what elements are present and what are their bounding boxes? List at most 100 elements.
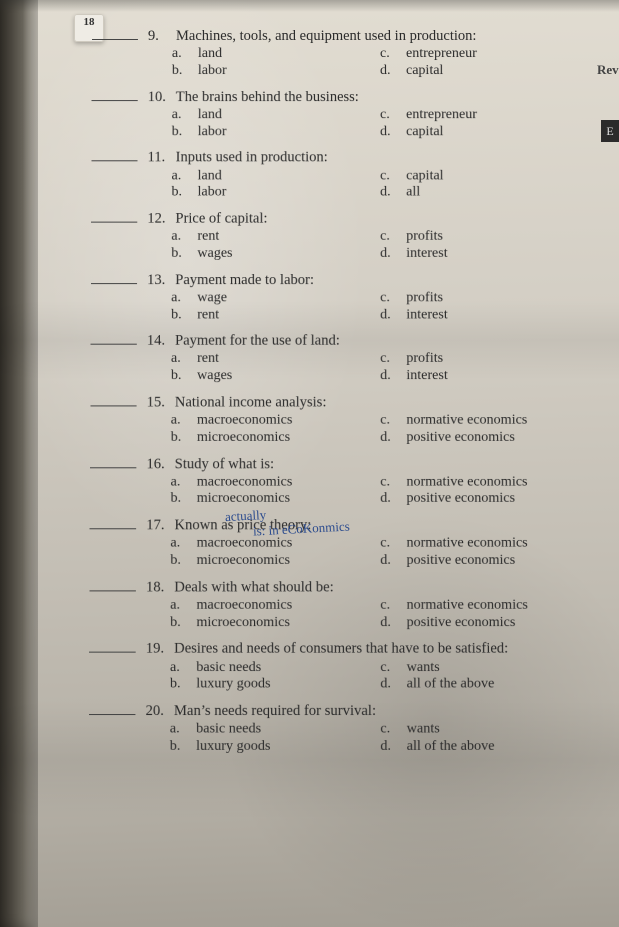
option-c[interactable]: c.profits: [380, 230, 591, 245]
option-letter: c.: [380, 537, 396, 552]
question-number: 16.: [146, 457, 168, 472]
question-number: 18.: [146, 580, 168, 596]
option-a[interactable]: a.wage: [171, 291, 362, 306]
option-text: wants: [407, 660, 440, 675]
binding-shadow: [0, 0, 38, 927]
question-number: 12.: [147, 212, 169, 227]
option-b[interactable]: b.labor: [172, 64, 362, 79]
option-c[interactable]: c.wants: [380, 723, 593, 738]
option-d[interactable]: d.all: [380, 186, 591, 201]
options-grid: a.macroeconomicsc.normative economicsb.m…: [170, 537, 611, 569]
option-letter: b.: [172, 125, 188, 140]
option-b[interactable]: b.rent: [171, 308, 362, 323]
option-a[interactable]: a.macroeconomics: [170, 537, 362, 552]
option-d[interactable]: d.interest: [380, 308, 591, 323]
option-text: wages: [197, 369, 232, 384]
answer-blank[interactable]: [91, 148, 137, 162]
answer-blank[interactable]: [90, 454, 136, 468]
option-b[interactable]: b.microeconomics: [171, 492, 363, 507]
option-text: labor: [198, 125, 227, 140]
answer-blank[interactable]: [89, 639, 136, 653]
option-a[interactable]: a.land: [172, 169, 363, 184]
option-a[interactable]: a.rent: [171, 352, 362, 367]
question-number: 15.: [147, 395, 169, 410]
option-a[interactable]: a.macroeconomics: [171, 414, 362, 429]
option-a[interactable]: a.basic needs: [170, 723, 362, 738]
option-letter: d.: [380, 186, 396, 201]
option-text: normative economics: [406, 475, 527, 490]
option-a[interactable]: a.land: [172, 47, 362, 62]
answer-blank[interactable]: [91, 331, 137, 345]
option-d[interactable]: d.positive economics: [380, 554, 592, 569]
option-text: macroeconomics: [197, 475, 293, 490]
option-text: positive economics: [407, 554, 516, 569]
question: 12. Price of capital: a.rent c.profits b.wag…: [91, 208, 610, 261]
option-text: entrepreneur: [406, 108, 477, 123]
option-text: basic needs: [196, 723, 261, 738]
question-text: Inputs used in production:: [176, 151, 610, 166]
option-d[interactable]: d.capital: [380, 125, 590, 140]
option-c[interactable]: c.entrepreneur: [380, 47, 590, 62]
option-letter: c.: [380, 47, 396, 62]
option-b[interactable]: b.microeconomics: [170, 554, 362, 569]
answer-blank[interactable]: [89, 701, 136, 715]
option-text: macroeconomics: [197, 537, 293, 552]
question-number: 19.: [146, 642, 168, 658]
question-number: 11.: [148, 151, 170, 166]
option-letter: c.: [380, 169, 396, 184]
option-b[interactable]: b.luxury goods: [170, 678, 362, 693]
answer-blank[interactable]: [90, 515, 136, 529]
option-c[interactable]: c.normative economics: [380, 414, 591, 429]
option-text: land: [198, 169, 222, 184]
options-grid: a.land c.entrepreneur b. labor d.capital: [172, 108, 610, 139]
option-c[interactable]: c.normative economics: [380, 537, 592, 552]
top-shadow: [0, 0, 619, 12]
option-c[interactable]: c.normative economics: [380, 599, 592, 614]
option-text: labor: [198, 186, 227, 201]
option-d[interactable]: d.capital: [380, 64, 590, 79]
option-b[interactable]: b.microeconomics: [170, 616, 362, 631]
question-number: 17.: [146, 518, 168, 533]
option-b[interactable]: b. labor: [172, 125, 362, 140]
option-d[interactable]: d.positive economics: [380, 431, 592, 446]
option-letter: d.: [380, 125, 396, 140]
option-d[interactable]: d.all of the above: [380, 678, 592, 693]
question-number: 13.: [147, 273, 169, 288]
option-c[interactable]: c.entrepreneur: [380, 108, 590, 123]
option-d[interactable]: d.positive economics: [380, 492, 592, 507]
option-c[interactable]: c.profits: [380, 291, 591, 306]
option-c[interactable]: c.normative economics: [380, 475, 592, 490]
answer-blank[interactable]: [91, 208, 137, 222]
option-d[interactable]: d.positive economics: [380, 616, 592, 631]
option-b[interactable]: b.wages: [171, 369, 362, 384]
option-c[interactable]: c.wants: [380, 660, 592, 675]
option-text: profits: [406, 230, 443, 245]
options-grid: a.basic needs c.wants b.luxury goods d.all …: [170, 660, 612, 692]
option-d[interactable]: d.interest: [380, 369, 591, 384]
option-b[interactable]: b.microeconomics: [171, 431, 362, 446]
option-text: luxury goods: [196, 740, 270, 755]
option-b[interactable]: b.wages: [171, 247, 362, 262]
option-c[interactable]: c.profits: [380, 352, 591, 367]
option-b[interactable]: b.luxury goods: [170, 740, 362, 755]
option-a[interactable]: a.land: [172, 108, 362, 123]
question-text: Machines, tools, and equipment used in p…: [176, 29, 609, 44]
option-text: positive economics: [407, 616, 516, 631]
option-letter: a.: [172, 108, 188, 123]
answer-blank[interactable]: [89, 577, 136, 591]
option-letter: b.: [170, 554, 186, 569]
option-a[interactable]: a.macroeconomics: [171, 475, 363, 490]
option-a[interactable]: a.macroeconomics: [170, 599, 362, 614]
option-letter: d.: [380, 678, 396, 693]
option-d[interactable]: d.all of the above: [380, 740, 593, 755]
answer-blank[interactable]: [92, 26, 138, 40]
answer-blank[interactable]: [90, 392, 136, 406]
option-a[interactable]: a.rent: [171, 230, 362, 245]
option-d[interactable]: d.interest: [380, 247, 591, 262]
answer-blank[interactable]: [91, 270, 137, 284]
option-c[interactable]: c.capital: [380, 169, 591, 184]
answer-blank[interactable]: [92, 87, 138, 101]
option-a[interactable]: a.basic needs: [170, 660, 362, 675]
question-text: Price of capital:: [175, 212, 610, 227]
option-b[interactable]: b.labor: [171, 186, 362, 201]
